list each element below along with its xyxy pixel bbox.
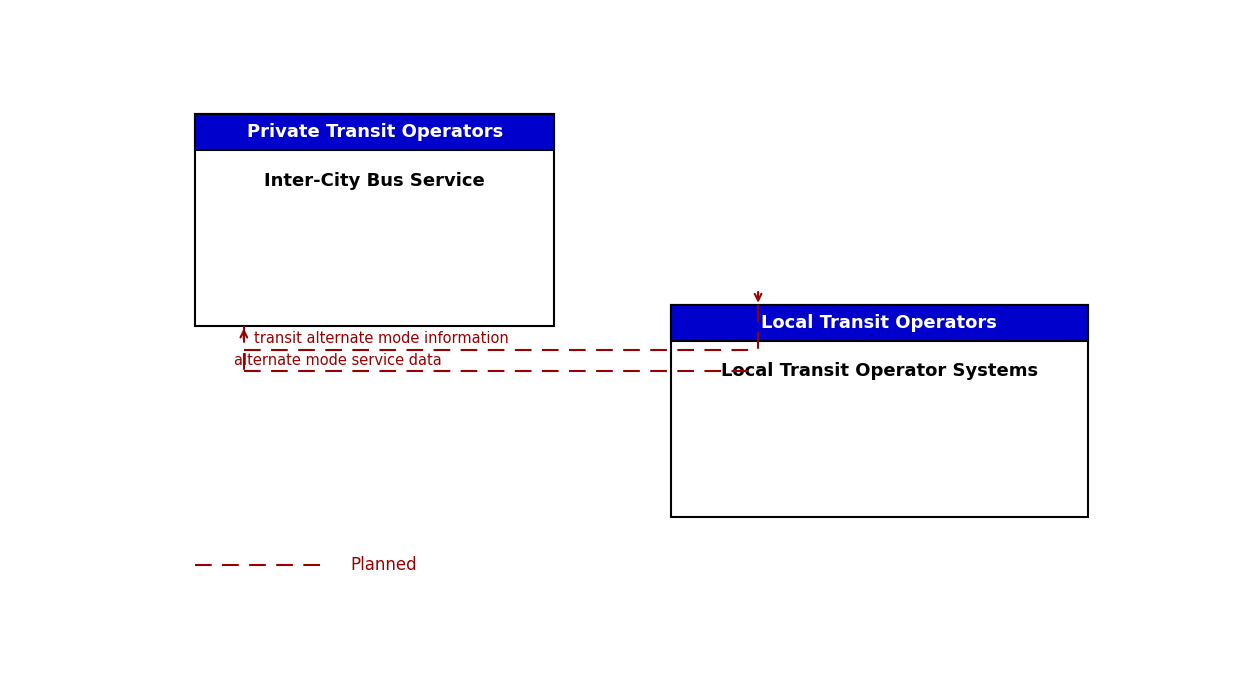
- Bar: [671, 305, 1088, 341]
- Text: Private Transit Operators: Private Transit Operators: [247, 123, 503, 141]
- Bar: [671, 305, 1088, 341]
- Bar: [195, 114, 555, 151]
- Text: alternate mode service data: alternate mode service data: [234, 353, 442, 368]
- Bar: [195, 114, 555, 151]
- Text: Local Transit Operator Systems: Local Transit Operator Systems: [721, 363, 1038, 380]
- Text: Local Transit Operators: Local Transit Operators: [761, 314, 998, 332]
- Text: transit alternate mode information: transit alternate mode information: [253, 332, 508, 346]
- Text: Inter-City Bus Service: Inter-City Bus Service: [264, 171, 486, 190]
- Bar: [195, 114, 555, 326]
- Text: Planned: Planned: [351, 556, 417, 574]
- Bar: [671, 305, 1088, 517]
